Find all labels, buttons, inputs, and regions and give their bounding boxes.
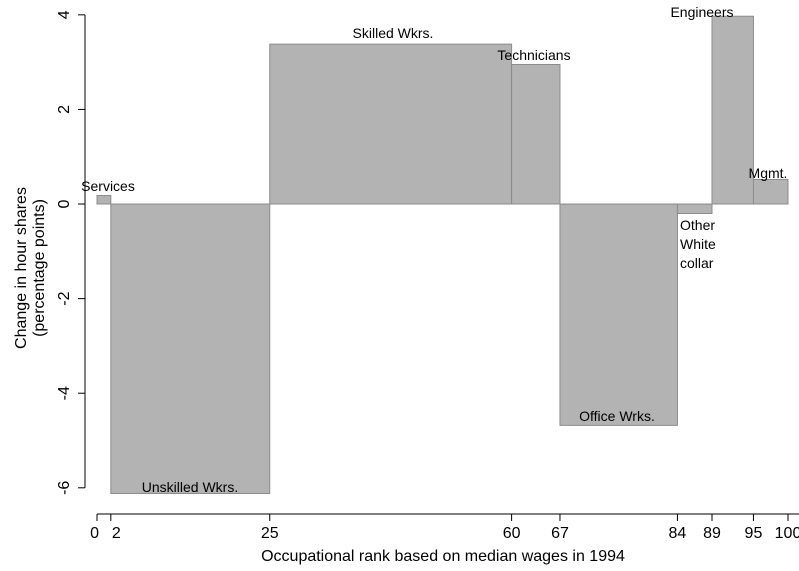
bar-office-wrks	[559, 203, 678, 426]
bar-label-technicians: Technicians	[497, 47, 570, 63]
y-axis-label: Change in hour shares (percentage points…	[13, 187, 48, 349]
x-tick-label: 60	[503, 525, 521, 542]
y-tick-label-group: 0	[56, 199, 73, 208]
y-tick-label: 2	[56, 105, 73, 114]
y-tick-label-group: 4	[56, 10, 73, 19]
y-tick-label: -6	[56, 481, 73, 495]
x-tick-label: 100	[775, 525, 799, 542]
bar-label-engineers: Engineers	[670, 4, 733, 20]
x-tick-label: 0	[90, 525, 99, 542]
y-axis-label-line-1: Change in hour shares	[13, 187, 30, 349]
bar-technicians	[511, 63, 561, 205]
x-tick-label: 2	[112, 525, 121, 542]
y-tick-label-group: -4	[56, 386, 73, 400]
x-axis-label: Occupational rank based on median wages …	[261, 548, 625, 565]
bar-unskilled-wkrs	[110, 203, 271, 494]
y-tick-label-group: -2	[56, 291, 73, 305]
y-tick-label: -4	[56, 386, 73, 400]
y-tick-label-group: 2	[56, 105, 73, 114]
bar-skilled-wkrs	[269, 43, 513, 205]
y-axis-label-line-2: (percentage points)	[31, 199, 48, 337]
bar-mgmt	[752, 178, 789, 205]
y-tick-label: 4	[56, 10, 73, 19]
bar-label-mgmt: Mgmt.	[749, 165, 788, 181]
x-tick-label: 84	[669, 525, 687, 542]
bar-label-office-wrks: Office Wrks.	[579, 408, 655, 424]
bars-layer	[96, 15, 789, 494]
x-tick-label: 95	[745, 525, 763, 542]
x-tick-label: 25	[261, 525, 279, 542]
bar-label-skilled-wkrs: Skilled Wkrs.	[353, 25, 434, 41]
y-tick-label: -2	[56, 291, 73, 305]
bar-label-unskilled-wkrs: Unskilled Wkrs.	[142, 479, 238, 495]
x-tick-label: 89	[703, 525, 721, 542]
bar-services	[96, 195, 112, 205]
y-tick-label: 0	[56, 199, 73, 208]
bar-other-white-collar	[676, 203, 713, 214]
bar-labels-layer: Services Unskilled Wkrs. Skilled Wkrs. Tech…	[81, 4, 787, 495]
bar-label-other-white-collar: Other White collar	[680, 217, 716, 271]
y-tick-label-group: -6	[56, 481, 73, 495]
x-tick-label: 67	[551, 525, 569, 542]
bar-label-services: Services	[81, 178, 135, 194]
bar-engineers	[711, 15, 754, 205]
